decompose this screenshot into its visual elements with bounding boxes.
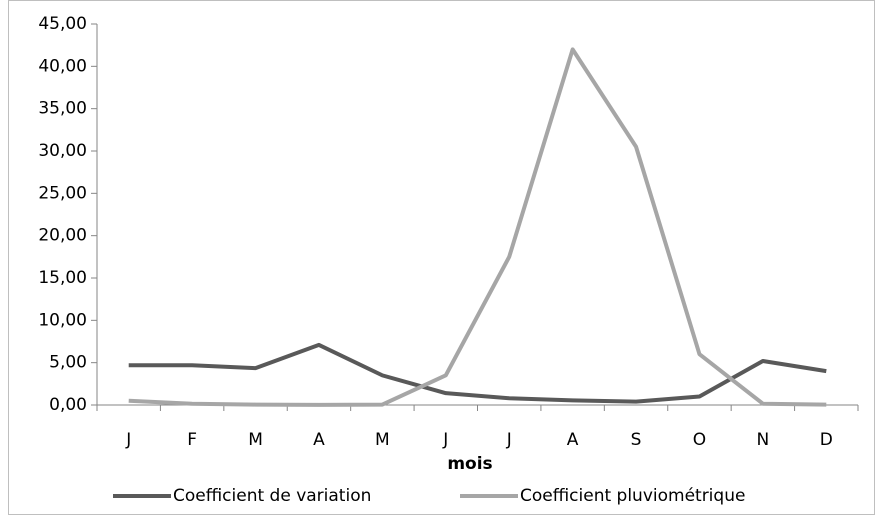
- x-tick-label: M: [375, 430, 390, 450]
- x-tick-label: A: [313, 430, 325, 450]
- x-tick-label: D: [820, 430, 833, 450]
- y-tick-label: 20,00: [38, 226, 87, 246]
- x-tick-label: O: [693, 430, 706, 450]
- legend-label: Coefficient de variation: [173, 486, 371, 506]
- x-axis-label: mois: [447, 454, 492, 474]
- legend-label: Coefficient pluviométrique: [520, 486, 745, 506]
- x-tick-label: J: [125, 430, 131, 450]
- y-tick-label: 30,00: [38, 141, 87, 161]
- y-tick-label: 40,00: [38, 56, 87, 76]
- y-tick-label: 35,00: [38, 99, 87, 119]
- y-tick-label: 15,00: [38, 268, 87, 288]
- x-tick-label: N: [757, 430, 770, 450]
- x-tick-label: S: [631, 430, 642, 450]
- x-tick-label: J: [506, 430, 512, 450]
- series-line: [128, 47, 827, 407]
- y-tick-label: 25,00: [38, 183, 87, 203]
- x-tick-label: A: [567, 430, 579, 450]
- y-tick-label: 45,00: [38, 14, 87, 34]
- y-tick-label: 5,00: [49, 353, 87, 373]
- y-tick-label: 0,00: [49, 395, 87, 415]
- x-tick-label: F: [187, 430, 197, 450]
- chart-border: [8, 0, 875, 515]
- y-tick-label: 10,00: [38, 310, 87, 330]
- x-tick-label: M: [248, 430, 263, 450]
- x-tick-label: J: [442, 430, 448, 450]
- series-line: [128, 342, 827, 404]
